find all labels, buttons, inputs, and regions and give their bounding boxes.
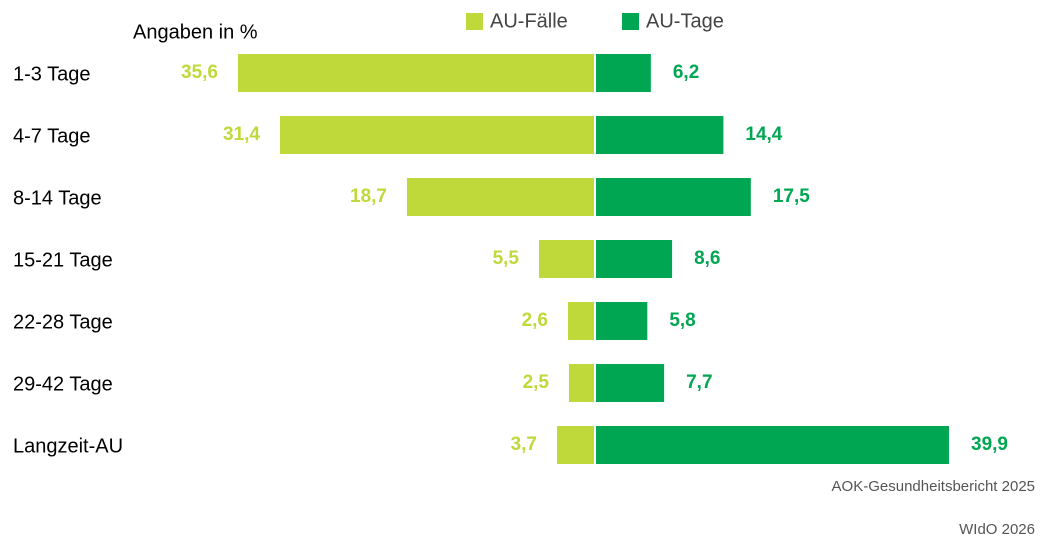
- value-label: 39,9: [971, 434, 1008, 455]
- value-label: 31,4: [223, 124, 260, 145]
- bar: [569, 364, 594, 402]
- bar: [280, 116, 594, 154]
- bar: [596, 116, 724, 154]
- bar: [596, 302, 648, 340]
- bar: [539, 240, 594, 278]
- value-label: 6,2: [673, 62, 699, 83]
- value-label: 2,6: [522, 310, 548, 331]
- bar: [407, 178, 594, 216]
- value-label: 35,6: [181, 62, 218, 83]
- category-label: Langzeit-AU: [13, 435, 123, 457]
- legend-swatch: [622, 13, 639, 30]
- bar: [596, 178, 751, 216]
- source: AOK-Gesundheitsbericht 2025: [832, 478, 1035, 495]
- value-label: 5,5: [493, 248, 520, 269]
- bar: [596, 426, 949, 464]
- value-label: 7,7: [686, 372, 712, 393]
- bar: [557, 426, 594, 464]
- category-label: 4-7 Tage: [13, 125, 90, 147]
- credit: WIdO 2026: [959, 521, 1035, 538]
- value-label: 2,5: [523, 372, 550, 393]
- bar: [238, 54, 594, 92]
- value-label: 14,4: [745, 124, 782, 145]
- category-label: 15-21 Tage: [13, 249, 113, 271]
- value-label: 18,7: [350, 186, 387, 207]
- unit-annotation: Angaben in %: [133, 21, 258, 43]
- category-label: 29-42 Tage: [13, 373, 113, 395]
- legend-label: AU-Fälle: [490, 10, 568, 32]
- value-label: 17,5: [773, 186, 810, 207]
- legend-label: AU-Tage: [646, 10, 724, 32]
- value-label: 8,6: [694, 248, 720, 269]
- bar: [596, 240, 673, 278]
- category-label: 1-3 Tage: [13, 63, 90, 85]
- category-label: 8-14 Tage: [13, 187, 102, 209]
- legend-swatch: [466, 13, 483, 30]
- value-label: 5,8: [669, 310, 695, 331]
- bar: [568, 302, 594, 340]
- value-label: 3,7: [511, 434, 537, 455]
- bar: [596, 54, 651, 92]
- bar: [596, 364, 665, 402]
- category-label: 22-28 Tage: [13, 311, 113, 333]
